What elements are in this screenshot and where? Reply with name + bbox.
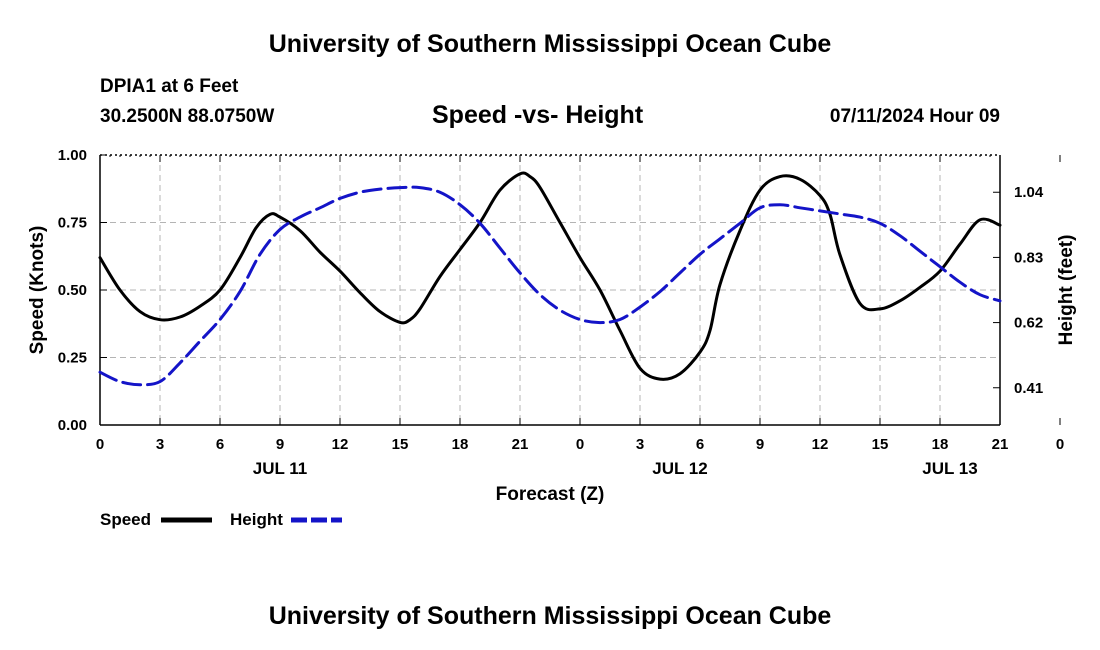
y2-tick-label: 0.41 — [1014, 380, 1043, 397]
legend: Speed Height — [100, 510, 342, 529]
chart-title: Speed -vs- Height — [432, 101, 644, 129]
x-tick-label: 0 — [96, 436, 104, 453]
x-tick-label: 6 — [696, 436, 704, 453]
page-title: University of Southern Mississippi Ocean… — [268, 30, 832, 58]
y2-tick-label: 0.83 — [1014, 249, 1043, 266]
x-tick-label: 3 — [156, 436, 164, 453]
x-tick-label: 18 — [932, 436, 949, 453]
y-tick-label: 1.00 — [58, 147, 87, 164]
label-layer: Forecast (Z) Speed (Knots) Height (feet)… — [27, 147, 1077, 505]
y-tick-label: 0.25 — [58, 350, 87, 367]
x-tick-label: 3 — [636, 436, 644, 453]
coordinates-label: 30.2500N 88.0750W — [100, 106, 275, 127]
series-line-height — [98, 185, 1002, 387]
legend-height-label: Height — [230, 510, 283, 529]
date-label: JUL 13 — [922, 459, 977, 478]
series-layer — [98, 171, 1002, 387]
x-tick-label: 21 — [512, 436, 529, 453]
x-tick-label: 9 — [276, 436, 284, 453]
x-tick-label: 0 — [576, 436, 584, 453]
series-line-speed — [98, 171, 1002, 381]
y-axis-label: Speed (Knots) — [27, 226, 48, 355]
x-tick-label: 15 — [392, 436, 409, 453]
date-label: JUL 11 — [253, 459, 308, 478]
y2-tick-label: 1.04 — [1014, 184, 1044, 201]
x-tick-label: 21 — [992, 436, 1009, 453]
x-tick-label: 18 — [452, 436, 469, 453]
x-tick-label: 0 — [1056, 436, 1064, 453]
y2-tick-label: 0.62 — [1014, 315, 1043, 332]
y-tick-label: 0.75 — [58, 215, 87, 232]
date-label: JUL 12 — [652, 459, 707, 478]
x-tick-label: 12 — [812, 436, 829, 453]
y-tick-label: 0.00 — [58, 417, 87, 434]
y2-axis-label: Height (feet) — [1056, 235, 1077, 346]
x-tick-label: 6 — [216, 436, 224, 453]
axes-layer — [99, 154, 1061, 426]
x-tick-label: 12 — [332, 436, 349, 453]
x-tick-label: 15 — [872, 436, 889, 453]
x-axis-label: Forecast (Z) — [496, 484, 605, 505]
grid-layer — [100, 155, 1000, 425]
footer-title: University of Southern Mississippi Ocean… — [268, 602, 832, 630]
x-tick-label: 9 — [756, 436, 764, 453]
y-tick-label: 0.50 — [58, 282, 87, 299]
timestamp-label: 07/11/2024 Hour 09 — [829, 106, 1000, 127]
station-label: DPIA1 at 6 Feet — [100, 76, 239, 97]
legend-speed-label: Speed — [100, 510, 151, 529]
